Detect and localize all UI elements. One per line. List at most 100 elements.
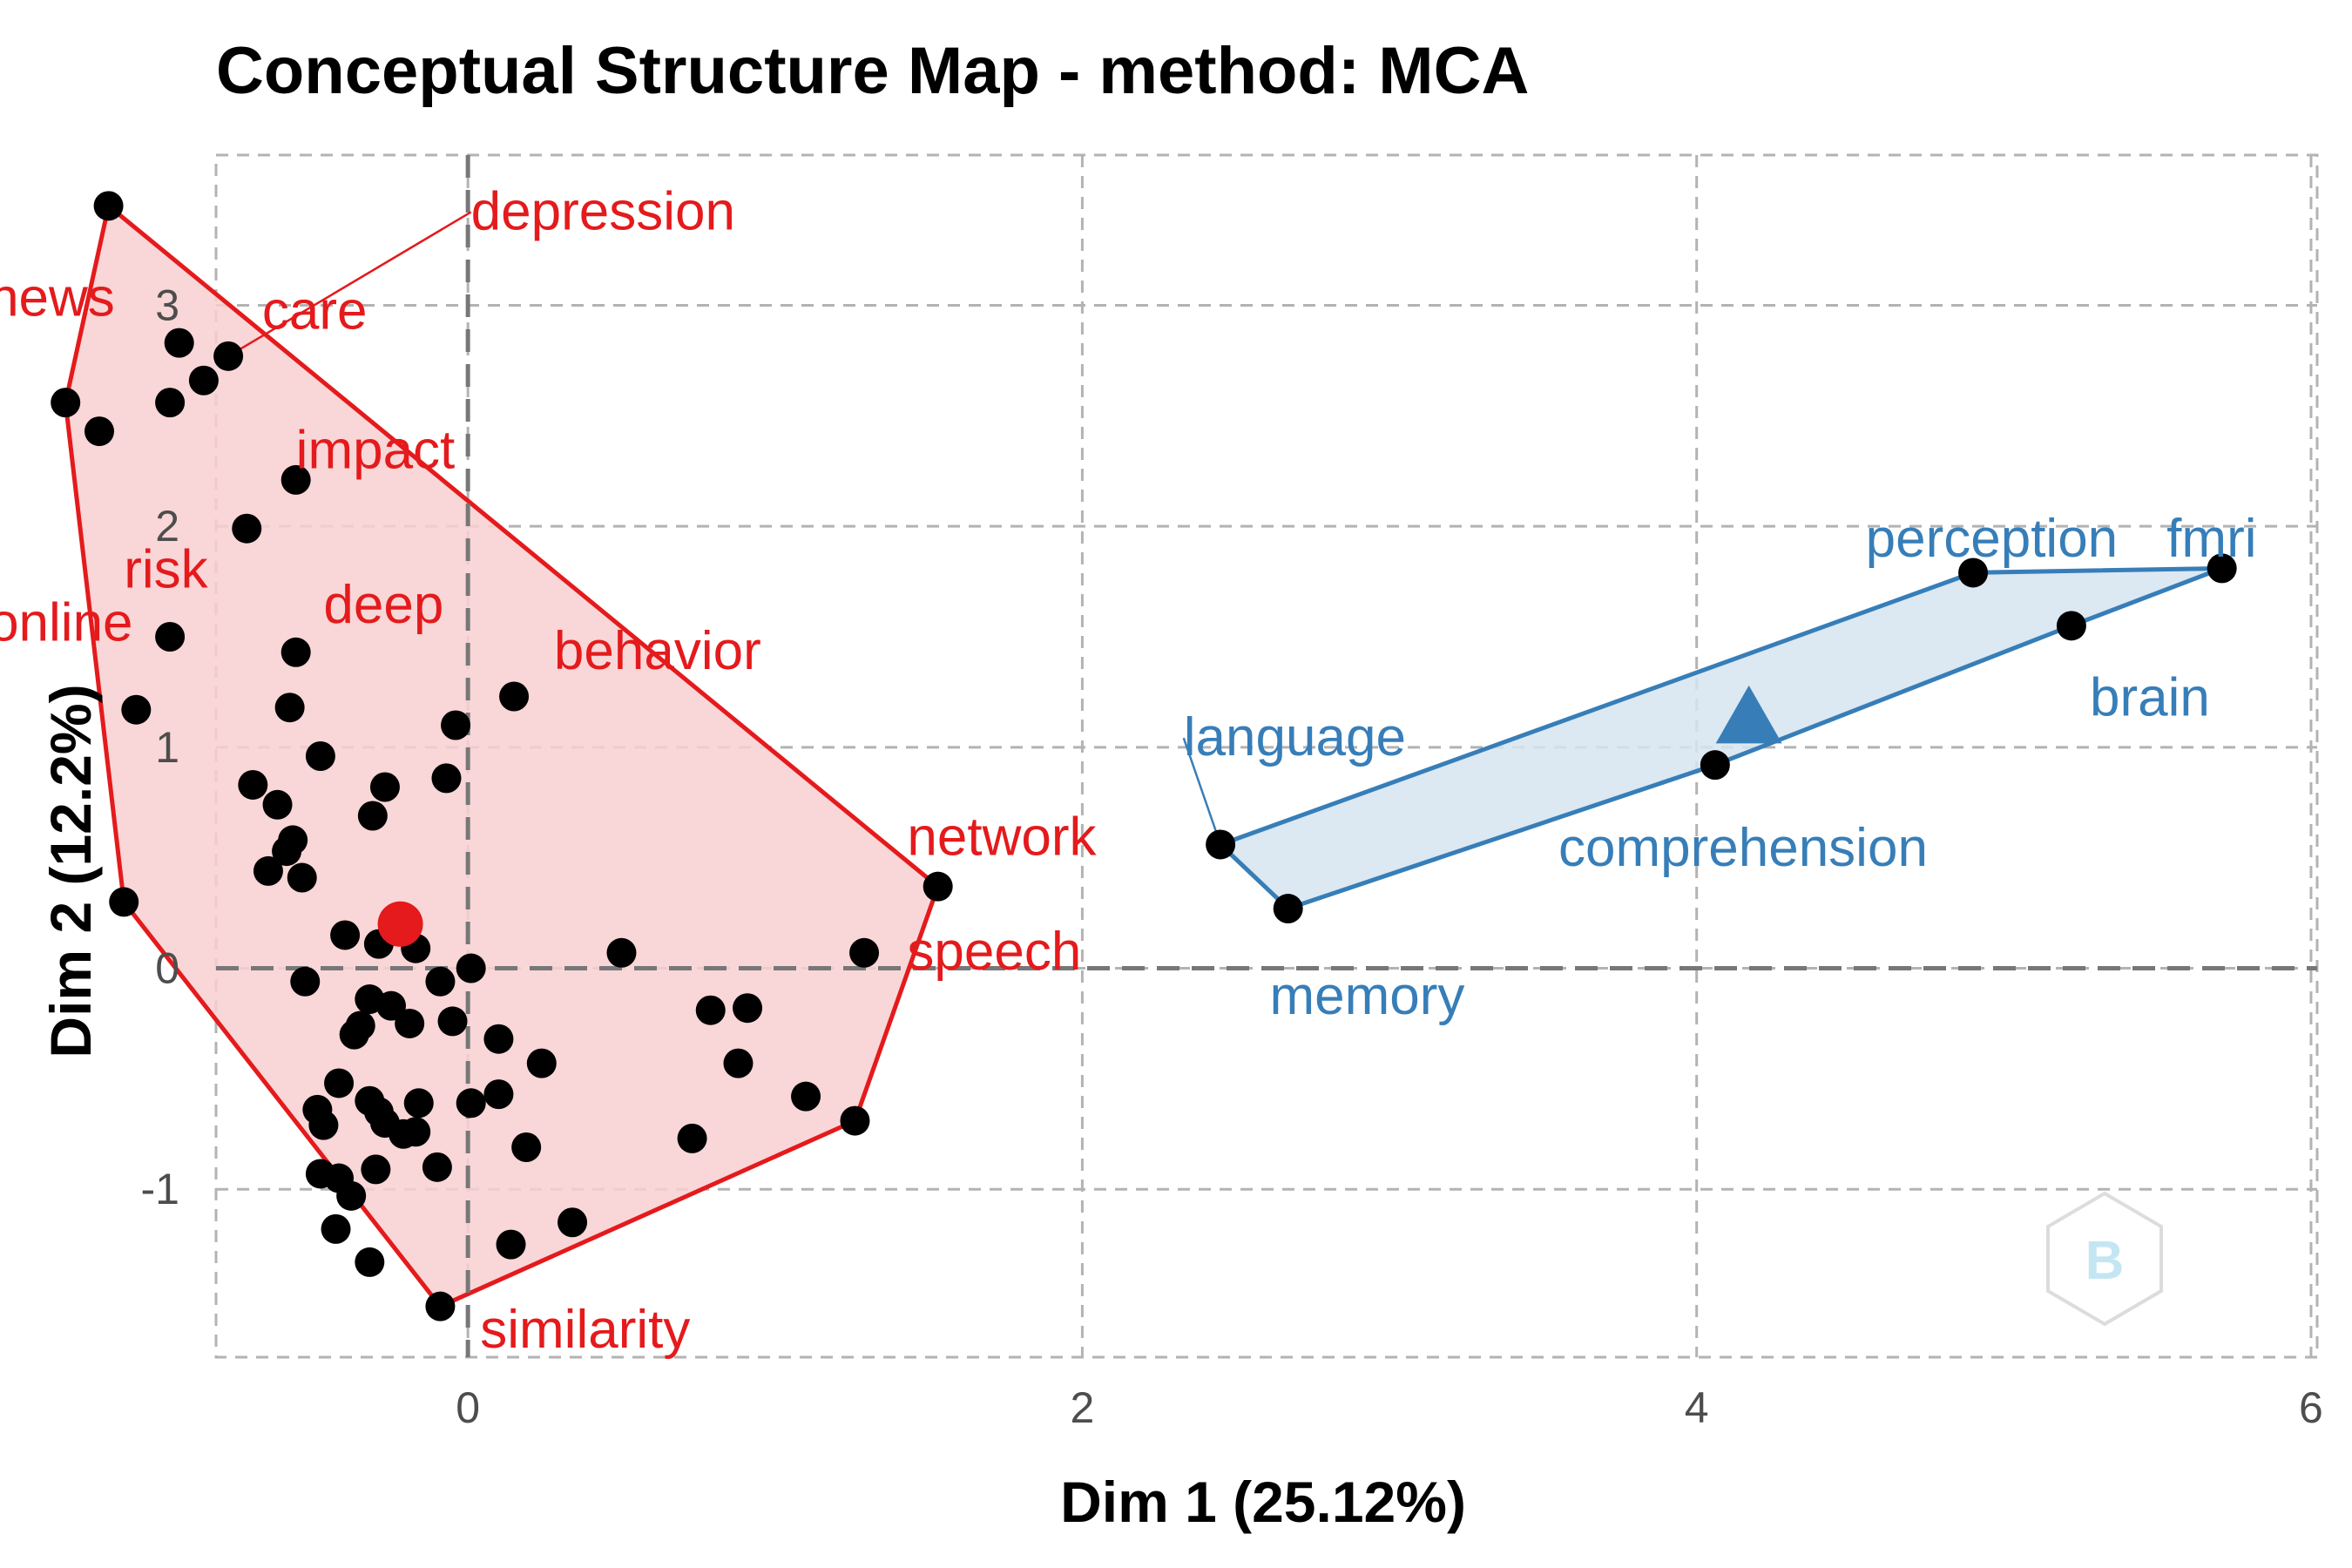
data-point: [723, 1048, 754, 1078]
y-axis-title: Dim 2 (12.2%): [38, 684, 103, 1058]
tick-labels: 0 2 4 6 -1 0 1 2 3: [141, 281, 2323, 1433]
point-label: memory: [1270, 966, 1465, 1026]
point-label: network: [907, 807, 1097, 867]
data-point: [376, 990, 406, 1021]
data-point: [456, 953, 486, 983]
data-point: [733, 993, 763, 1024]
x-axis-title: Dim 1 (25.12%): [1060, 1470, 1466, 1534]
y-tick-label: 0: [155, 944, 179, 993]
point-label: brain: [2090, 668, 2210, 728]
data-point: [1700, 750, 1730, 781]
data-point: [84, 416, 114, 447]
data-point: [155, 388, 186, 418]
data-point: [188, 365, 219, 395]
point-label: language: [1184, 707, 1406, 767]
data-point: [272, 836, 302, 867]
cluster-hulls: [63, 203, 2225, 1309]
point-label: care: [262, 281, 368, 341]
data-point: [431, 763, 462, 794]
point-label: similarity: [480, 1300, 690, 1360]
x-tick-label: 2: [1071, 1383, 1095, 1432]
point-label: comprehension: [1558, 818, 1928, 878]
point-label: news: [0, 267, 115, 328]
data-point: [1273, 894, 1303, 924]
data-point: [51, 388, 81, 418]
point-label: online: [0, 592, 133, 652]
data-point: [339, 1019, 369, 1050]
data-point: [321, 1213, 351, 1244]
data-point: [2207, 553, 2237, 584]
data-point: [677, 1123, 707, 1153]
data-point: [274, 693, 305, 723]
data-point: [425, 1291, 456, 1321]
data-point: [441, 710, 471, 740]
data-point: [606, 937, 637, 968]
label-leader: [1182, 737, 1222, 845]
point-label: impact: [296, 420, 456, 480]
cluster-centroid: [1715, 685, 1782, 744]
data-point: [389, 1119, 419, 1149]
data-point: [324, 1068, 355, 1098]
data-point: [238, 769, 268, 800]
data-point: [155, 622, 186, 652]
y-tick-label: 2: [155, 502, 179, 551]
data-point: [369, 772, 400, 802]
data-point: [253, 855, 283, 886]
point-label: deep: [323, 575, 443, 635]
data-point: [109, 887, 139, 917]
data-point: [355, 1247, 385, 1277]
data-point: [330, 920, 361, 950]
data-point: [526, 1048, 557, 1078]
data-point: [164, 328, 194, 358]
data-point: [395, 1008, 425, 1038]
data-point: [456, 1088, 486, 1119]
data-point: [483, 1024, 514, 1054]
data-point: [403, 1088, 434, 1119]
data-point: [558, 1207, 588, 1238]
data-point: [308, 1110, 339, 1140]
data-point: [290, 966, 321, 997]
y-tick-label: -1: [141, 1165, 179, 1213]
label-leaders: [227, 211, 1222, 845]
y-tick-label: 1: [155, 723, 179, 772]
data-point: [511, 1132, 542, 1163]
data-points: [51, 191, 2237, 1321]
label-leader: [227, 211, 472, 357]
data-point: [437, 1006, 468, 1037]
zero-lines: [216, 155, 2317, 1357]
point-label: behavior: [554, 621, 761, 681]
data-point: [496, 1229, 526, 1260]
x-tick-label: 4: [1685, 1383, 1709, 1432]
data-point: [336, 1180, 367, 1211]
x-tick-label: 6: [2299, 1383, 2323, 1432]
x-tick-label: 0: [456, 1383, 480, 1432]
cluster-centroid: [377, 901, 423, 947]
data-point: [287, 862, 317, 893]
data-point: [232, 513, 262, 544]
data-point: [262, 789, 293, 820]
point-label: speech: [907, 922, 1081, 982]
y-tick-label: 3: [155, 281, 179, 330]
data-point: [121, 694, 152, 725]
data-point: [213, 341, 244, 371]
point-label: fmri: [2166, 509, 2256, 569]
data-point: [849, 937, 880, 968]
data-point: [695, 995, 726, 1025]
data-point: [1958, 558, 1989, 588]
point-label: perception: [1866, 509, 2119, 569]
data-point: [840, 1105, 870, 1136]
data-point: [357, 801, 388, 831]
data-point: [923, 871, 953, 902]
data-point: [483, 1079, 514, 1110]
point-label: depression: [471, 181, 735, 241]
bibliometrix-logo-icon: B: [2046, 1191, 2163, 1327]
data-point: [1206, 829, 1236, 860]
point-label: risk: [124, 539, 208, 599]
data-point: [2056, 611, 2086, 641]
data-point: [280, 464, 311, 495]
data-point: [422, 1152, 452, 1182]
data-point: [425, 966, 456, 997]
data-point: [280, 637, 311, 667]
